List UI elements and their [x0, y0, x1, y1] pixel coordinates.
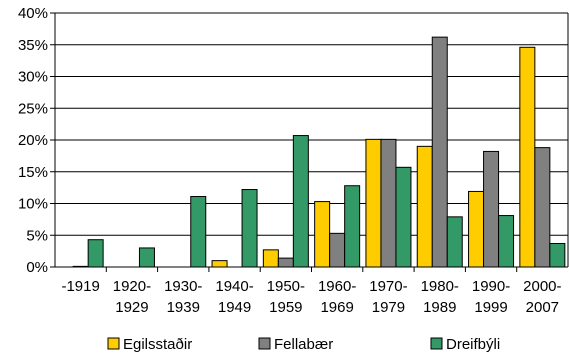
x-tick-label: 1970-: [369, 278, 407, 295]
bar: [314, 201, 331, 268]
y-tick-label: 25%: [18, 100, 48, 117]
bar: [277, 257, 294, 268]
bar: [431, 36, 448, 268]
legend-label: Dreifbýli: [446, 336, 500, 353]
legend-label: Egilsstaðir: [123, 336, 192, 353]
legend-label: Fellabær: [274, 336, 333, 353]
y-tick-label: 35%: [18, 37, 48, 54]
bars: [72, 36, 566, 268]
bar: [380, 138, 397, 268]
bar: [395, 166, 412, 268]
y-tick-label: 20%: [18, 132, 48, 149]
gridlines: [55, 12, 568, 268]
bar: [534, 147, 551, 268]
legend-swatch: [107, 337, 120, 350]
x-tick-label: 1999: [474, 299, 507, 316]
x-tick-label: 1949: [218, 299, 251, 316]
legend: Egilsstaðir Fellabær Dreifbýli: [107, 336, 500, 353]
bar: [483, 150, 500, 268]
bar: [190, 196, 207, 268]
bar: [446, 216, 463, 268]
y-tick-label: 30%: [18, 69, 48, 86]
bar: [498, 215, 515, 268]
x-tick-label: 1990-: [472, 278, 510, 295]
x-tick-label: 2007: [526, 299, 559, 316]
y-tick-label: 40%: [18, 5, 48, 22]
bar: [549, 243, 566, 268]
x-tick-label: 1940-: [215, 278, 253, 295]
x-tick-label: 2000-: [523, 278, 561, 295]
x-tick-label: 1989: [423, 299, 456, 316]
x-tick-label: -1919: [61, 278, 99, 295]
bar: [519, 46, 536, 268]
x-tick-label: 1980-: [421, 278, 459, 295]
bar: [262, 249, 279, 268]
x-tick-label: 1939: [167, 299, 200, 316]
x-tick-label: 1959: [269, 299, 302, 316]
bar: [365, 138, 382, 268]
x-tick-label: 1960-: [318, 278, 356, 295]
bar: [292, 135, 309, 268]
bar: [329, 232, 346, 268]
x-tick-label: 1969: [320, 299, 353, 316]
x-tick-label: 1930-: [164, 278, 202, 295]
y-tick-labels: 0% 5% 10% 15% 20% 25% 30% 35% 40%: [18, 5, 48, 276]
y-tick-label: 5%: [26, 227, 48, 244]
x-tick-labels: -1919 1920- 1929 1930- 1939 1940- 1949 1950- 195…: [61, 278, 561, 316]
bar: [416, 145, 433, 268]
y-tick-label: 10%: [18, 196, 48, 213]
x-tick-label: 1929: [115, 299, 148, 316]
axes: [50, 12, 569, 272]
bar: [241, 189, 258, 268]
bar: [138, 247, 155, 268]
legend-swatch: [430, 337, 443, 350]
x-tick-label: 1979: [372, 299, 405, 316]
x-tick-label: 1920-: [113, 278, 151, 295]
bar: [87, 239, 104, 268]
y-tick-label: 15%: [18, 164, 48, 181]
x-tick-label: 1950-: [267, 278, 305, 295]
legend-swatch: [258, 337, 271, 350]
bar: [344, 185, 361, 268]
bar: [211, 260, 228, 268]
bar: [468, 190, 485, 268]
y-tick-label: 0%: [26, 259, 48, 276]
